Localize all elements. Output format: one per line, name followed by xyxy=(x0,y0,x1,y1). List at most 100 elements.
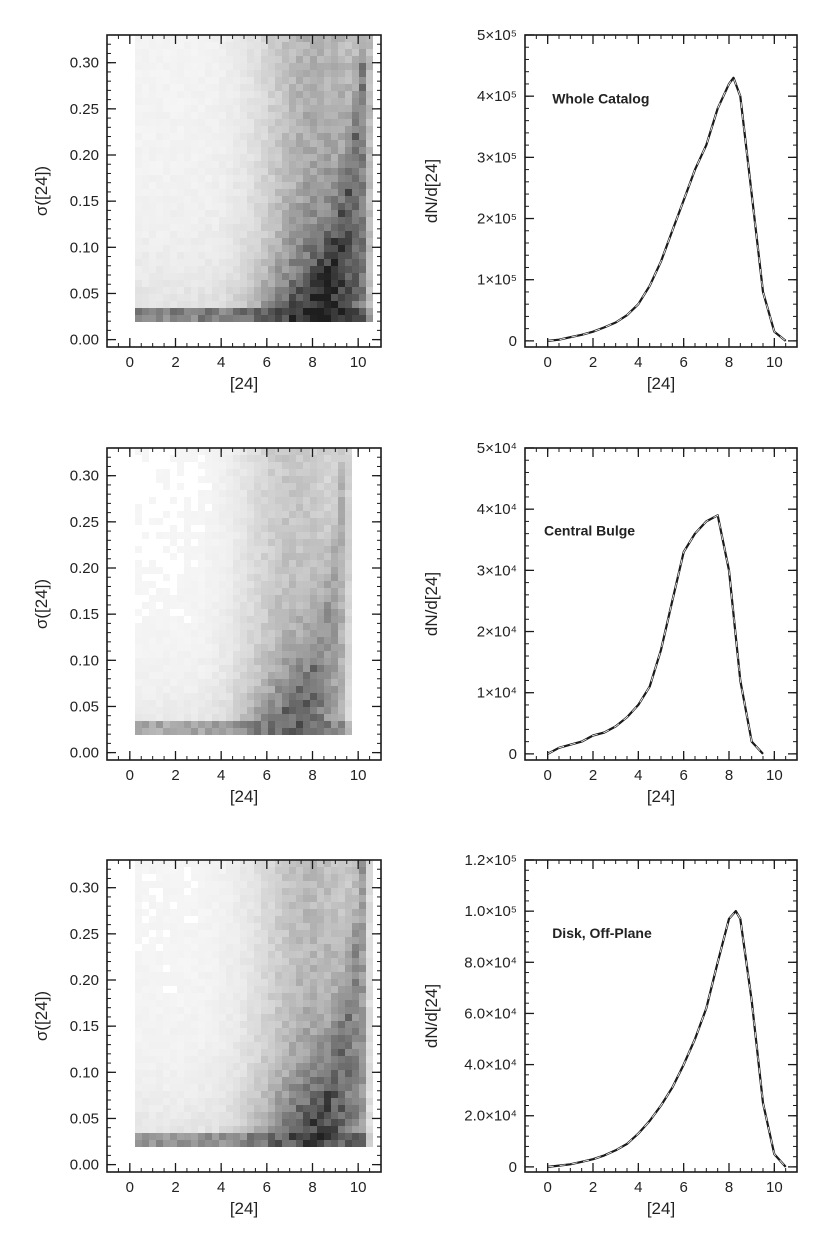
density-cell xyxy=(303,902,310,909)
density-cell xyxy=(296,714,303,721)
density-cell xyxy=(310,1119,317,1126)
density-cell xyxy=(198,1098,205,1105)
density-cell xyxy=(352,1126,359,1133)
density-cell xyxy=(240,707,247,714)
density-cell xyxy=(240,553,247,560)
density-cell xyxy=(345,224,352,231)
density-cell xyxy=(135,315,142,322)
density-cell xyxy=(254,210,261,217)
density-cell xyxy=(352,909,359,916)
density-cell xyxy=(205,252,212,259)
density-cell xyxy=(296,147,303,154)
density-cell xyxy=(296,909,303,916)
density-cell xyxy=(240,56,247,63)
density-cell xyxy=(282,609,289,616)
density-cell xyxy=(310,1063,317,1070)
density-cell xyxy=(219,56,226,63)
density-cell xyxy=(226,70,233,77)
density-cell xyxy=(275,930,282,937)
density-cell xyxy=(184,979,191,986)
density-cell xyxy=(282,1035,289,1042)
density-cell xyxy=(254,714,261,721)
density-cell xyxy=(212,56,219,63)
density-cell xyxy=(156,728,163,735)
density-cell xyxy=(163,308,170,315)
density-cell xyxy=(317,462,324,469)
density-cell xyxy=(198,245,205,252)
density-cell xyxy=(261,602,268,609)
density-cell xyxy=(247,1105,254,1112)
density-cell xyxy=(156,923,163,930)
density-cell xyxy=(198,308,205,315)
density-cell xyxy=(233,210,240,217)
density-cell xyxy=(275,511,282,518)
density-cell xyxy=(317,301,324,308)
density-cell xyxy=(135,308,142,315)
density-cell xyxy=(310,693,317,700)
density-cell xyxy=(142,1112,149,1119)
density-cell xyxy=(254,651,261,658)
density-cell xyxy=(303,972,310,979)
density-cell xyxy=(254,986,261,993)
density-cell xyxy=(156,1077,163,1084)
density-cell xyxy=(170,539,177,546)
density-cell xyxy=(296,77,303,84)
density-cell xyxy=(359,196,366,203)
density-cell xyxy=(226,196,233,203)
density-cell xyxy=(331,944,338,951)
density-cell xyxy=(177,175,184,182)
density-cell xyxy=(156,469,163,476)
density-cell xyxy=(366,126,373,133)
density-cell xyxy=(303,42,310,49)
density-cell xyxy=(317,553,324,560)
density-cell xyxy=(170,728,177,735)
density-cell xyxy=(198,1077,205,1084)
density-cell xyxy=(289,665,296,672)
density-cell xyxy=(275,126,282,133)
density-cell xyxy=(240,1126,247,1133)
density-cell xyxy=(317,196,324,203)
density-cell xyxy=(219,1091,226,1098)
density-cell xyxy=(317,483,324,490)
density-cell xyxy=(310,56,317,63)
density-cell xyxy=(212,238,219,245)
density-cell xyxy=(191,280,198,287)
density-cell xyxy=(219,259,226,266)
density-cell xyxy=(142,168,149,175)
density-cell xyxy=(198,951,205,958)
density-cell xyxy=(324,49,331,56)
density-cell xyxy=(261,1112,268,1119)
density-cell xyxy=(303,280,310,287)
density-cell xyxy=(205,77,212,84)
density-cell xyxy=(289,119,296,126)
density-cell xyxy=(163,532,170,539)
density-cell xyxy=(331,923,338,930)
density-cell xyxy=(170,1091,177,1098)
density-cell xyxy=(275,867,282,874)
density-cell xyxy=(338,546,345,553)
density-cell xyxy=(149,958,156,965)
density-cell xyxy=(226,1021,233,1028)
density-cell xyxy=(289,972,296,979)
density-cell xyxy=(275,49,282,56)
density-cell xyxy=(233,119,240,126)
density-cell xyxy=(331,511,338,518)
density-cell xyxy=(149,658,156,665)
density-cell xyxy=(324,252,331,259)
density-cell xyxy=(352,937,359,944)
density-cell xyxy=(303,916,310,923)
density-cell xyxy=(135,986,142,993)
density-cell xyxy=(191,119,198,126)
density-cell xyxy=(184,84,191,91)
density-cell xyxy=(205,49,212,56)
density-cell xyxy=(247,1126,254,1133)
density-cell xyxy=(303,993,310,1000)
density-cell xyxy=(275,665,282,672)
density-cell xyxy=(275,84,282,91)
density-cell xyxy=(240,902,247,909)
density-cell xyxy=(324,630,331,637)
density-cell xyxy=(275,923,282,930)
density-cell xyxy=(247,126,254,133)
density-cell xyxy=(268,1035,275,1042)
density-cell xyxy=(261,203,268,210)
